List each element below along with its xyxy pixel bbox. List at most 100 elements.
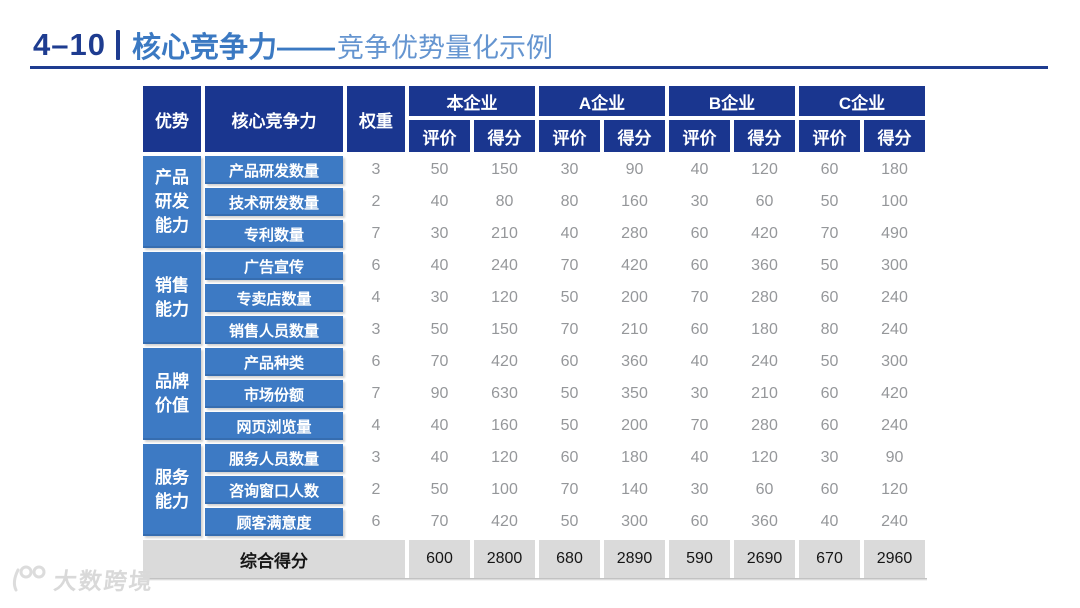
score-cell: 90 <box>864 444 925 472</box>
title-main: 核心竞争力—— <box>131 32 335 64</box>
score-cell: 90 <box>604 156 665 184</box>
score-cell: 630 <box>474 380 535 408</box>
eval-cell: 60 <box>799 412 860 440</box>
row-label: 技术研发数量 <box>205 188 343 216</box>
table-row: 顾客满意度 6 70 420 50 300 60 360 40 240 <box>143 508 925 536</box>
score-cell: 360 <box>604 348 665 376</box>
eval-cell: 60 <box>799 156 860 184</box>
header-eval-3: 评价 <box>799 120 860 152</box>
eval-cell: 70 <box>409 348 470 376</box>
eval-cell: 40 <box>409 252 470 280</box>
score-cell: 240 <box>864 284 925 312</box>
score-cell: 420 <box>474 508 535 536</box>
eval-cell: 60 <box>669 316 730 344</box>
table-row: 专利数量 7 30 210 40 280 60 420 70 490 <box>143 220 925 248</box>
weight-cell: 3 <box>347 156 405 184</box>
weight-cell: 2 <box>347 476 405 504</box>
eval-cell: 50 <box>409 476 470 504</box>
eval-cell: 70 <box>539 316 600 344</box>
score-cell: 420 <box>604 252 665 280</box>
watermark: 大数跨境 <box>8 562 155 596</box>
competitiveness-table: 优势 核心竞争力 权重 本企业 A企业 B企业 C企业 评价 得分 评价 得分 评价 得分 评价得… <box>139 82 929 582</box>
header-score-3: 得分 <box>864 120 925 152</box>
header-weight: 权重 <box>347 86 405 152</box>
table-row: 专卖店数量 4 30 120 50 200 70 280 60 240 <box>143 284 925 312</box>
score-cell: 100 <box>864 188 925 216</box>
score-cell: 200 <box>604 284 665 312</box>
score-cell: 300 <box>864 252 925 280</box>
table-row: 品牌 价值 产品种类 6 70 420 60 360 40 240 50 300 <box>143 348 925 440</box>
summary-value-1: 2800 <box>474 540 535 578</box>
score-cell: 180 <box>604 444 665 472</box>
eval-cell: 30 <box>409 284 470 312</box>
row-label: 专利数量 <box>205 220 343 248</box>
header-competitiveness: 核心竞争力 <box>205 86 343 152</box>
weight-cell: 4 <box>347 412 405 440</box>
eval-cell: 30 <box>799 444 860 472</box>
table-summary: 综合得分 600 2800 680 2890 590 2690 670 2960 <box>143 540 925 578</box>
eval-cell: 60 <box>539 444 600 472</box>
score-cell: 200 <box>604 412 665 440</box>
watermark-logo-icon <box>12 565 46 592</box>
score-cell: 420 <box>864 380 925 408</box>
weight-cell: 2 <box>347 188 405 216</box>
score-cell: 180 <box>864 156 925 184</box>
eval-cell: 50 <box>539 412 600 440</box>
eval-cell: 70 <box>799 220 860 248</box>
eval-cell: 40 <box>409 412 470 440</box>
group-cell-2: 品牌 价值 <box>143 348 201 440</box>
score-cell: 240 <box>734 348 795 376</box>
header-score-2: 得分 <box>734 120 795 152</box>
row-label: 销售人员数量 <box>205 316 343 344</box>
eval-cell: 70 <box>669 412 730 440</box>
eval-cell: 80 <box>539 188 600 216</box>
eval-cell: 40 <box>799 508 860 536</box>
header-company-0: 本企业 <box>409 86 535 116</box>
title-subtitle: 竞争优势量化示例 <box>336 32 553 63</box>
table-row: 产品 研发 能力 产品研发数量 3 50 150 30 90 40 120 60 180 <box>143 156 925 248</box>
header-eval-2: 评价 <box>669 120 730 152</box>
row-label: 产品种类 <box>205 348 343 376</box>
header-eval-1: 评价 <box>539 120 600 152</box>
score-cell: 240 <box>864 316 925 344</box>
header-advantage: 优势 <box>143 86 201 152</box>
score-cell: 350 <box>604 380 665 408</box>
table-row: 技术研发数量 2 40 80 80 160 30 60 50 100 <box>143 188 925 216</box>
header-eval-0: 评价 <box>409 120 470 152</box>
eval-cell: 70 <box>409 508 470 536</box>
row-label: 咨询窗口人数 <box>205 476 343 504</box>
score-cell: 280 <box>604 220 665 248</box>
group-cell-1: 销售 能力 <box>143 252 201 344</box>
eval-cell: 40 <box>669 348 730 376</box>
table-row: 服务 能力 服务人员数量 3 40 120 60 180 40 120 30 90 <box>143 444 925 536</box>
weight-cell: 6 <box>347 348 405 376</box>
weight-cell: 3 <box>347 444 405 472</box>
group-cell-3: 服务 能力 <box>143 444 201 536</box>
title-underline <box>30 66 1048 69</box>
score-cell: 360 <box>734 508 795 536</box>
summary-value-7: 2960 <box>864 540 925 578</box>
eval-cell: 60 <box>669 252 730 280</box>
weight-cell: 7 <box>347 380 405 408</box>
eval-cell: 50 <box>799 252 860 280</box>
score-cell: 140 <box>604 476 665 504</box>
score-cell: 240 <box>864 508 925 536</box>
score-cell: 100 <box>474 476 535 504</box>
header-score-1: 得分 <box>604 120 665 152</box>
eval-cell: 30 <box>669 188 730 216</box>
score-cell: 60 <box>734 476 795 504</box>
score-cell: 240 <box>864 412 925 440</box>
row-label: 广告宣传 <box>205 252 343 280</box>
row-label: 网页浏览量 <box>205 412 343 440</box>
score-cell: 120 <box>474 284 535 312</box>
row-label: 顾客满意度 <box>205 508 343 536</box>
summary-value-2: 680 <box>539 540 600 578</box>
eval-cell: 60 <box>539 348 600 376</box>
title-divider <box>115 30 120 60</box>
eval-cell: 50 <box>799 188 860 216</box>
score-cell: 420 <box>474 348 535 376</box>
row-label: 产品研发数量 <box>205 156 343 184</box>
row-label: 专卖店数量 <box>205 284 343 312</box>
header-score-0: 得分 <box>474 120 535 152</box>
